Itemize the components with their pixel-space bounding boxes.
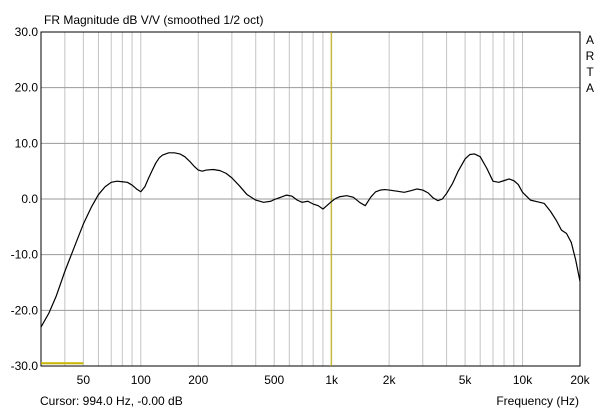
brand-letter: R bbox=[586, 49, 595, 63]
x-tick-label: 200 bbox=[188, 373, 208, 387]
x-tick-label: 500 bbox=[264, 373, 284, 387]
x-tick-label: 2k bbox=[383, 373, 397, 387]
x-tick-label: 1k bbox=[325, 373, 339, 387]
y-tick-label: -10.0 bbox=[11, 248, 39, 262]
x-tick-label: 20k bbox=[570, 373, 590, 387]
chart-title: FR Magnitude dB V/V (smoothed 1/2 oct) bbox=[44, 13, 263, 27]
series-line bbox=[40, 152, 581, 328]
x-axis-label: Frequency (Hz) bbox=[496, 394, 579, 408]
x-tick-label: 5k bbox=[459, 373, 473, 387]
grid-major-lines bbox=[41, 87, 580, 311]
x-tick-label: 100 bbox=[131, 373, 151, 387]
brand-letter: A bbox=[586, 33, 594, 47]
x-tick-label: 10k bbox=[513, 373, 533, 387]
y-axis-tick-labels: 30.0 20.0 10.0 0.0 -10.0 -20.0 -30.0 bbox=[11, 25, 39, 373]
plot-area-frame[interactable] bbox=[40, 31, 581, 367]
y-tick-label: 0.0 bbox=[21, 192, 38, 206]
y-tick-label: 10.0 bbox=[15, 136, 39, 150]
y-tick-label: 20.0 bbox=[15, 81, 39, 95]
y-tick-label: -30.0 bbox=[11, 359, 39, 373]
x-tick-label: 50 bbox=[77, 373, 91, 387]
brand-letter: A bbox=[586, 81, 594, 95]
brand-letter: T bbox=[586, 65, 594, 79]
y-tick-label: -20.0 bbox=[11, 303, 39, 317]
x-axis-tick-labels: 50 100 200 500 1k 2k 5k 10k 20k bbox=[77, 373, 591, 387]
y-tick-label: 30.0 bbox=[15, 25, 39, 39]
cursor-readout: Cursor: 994.0 Hz, -0.00 dB bbox=[40, 394, 183, 408]
